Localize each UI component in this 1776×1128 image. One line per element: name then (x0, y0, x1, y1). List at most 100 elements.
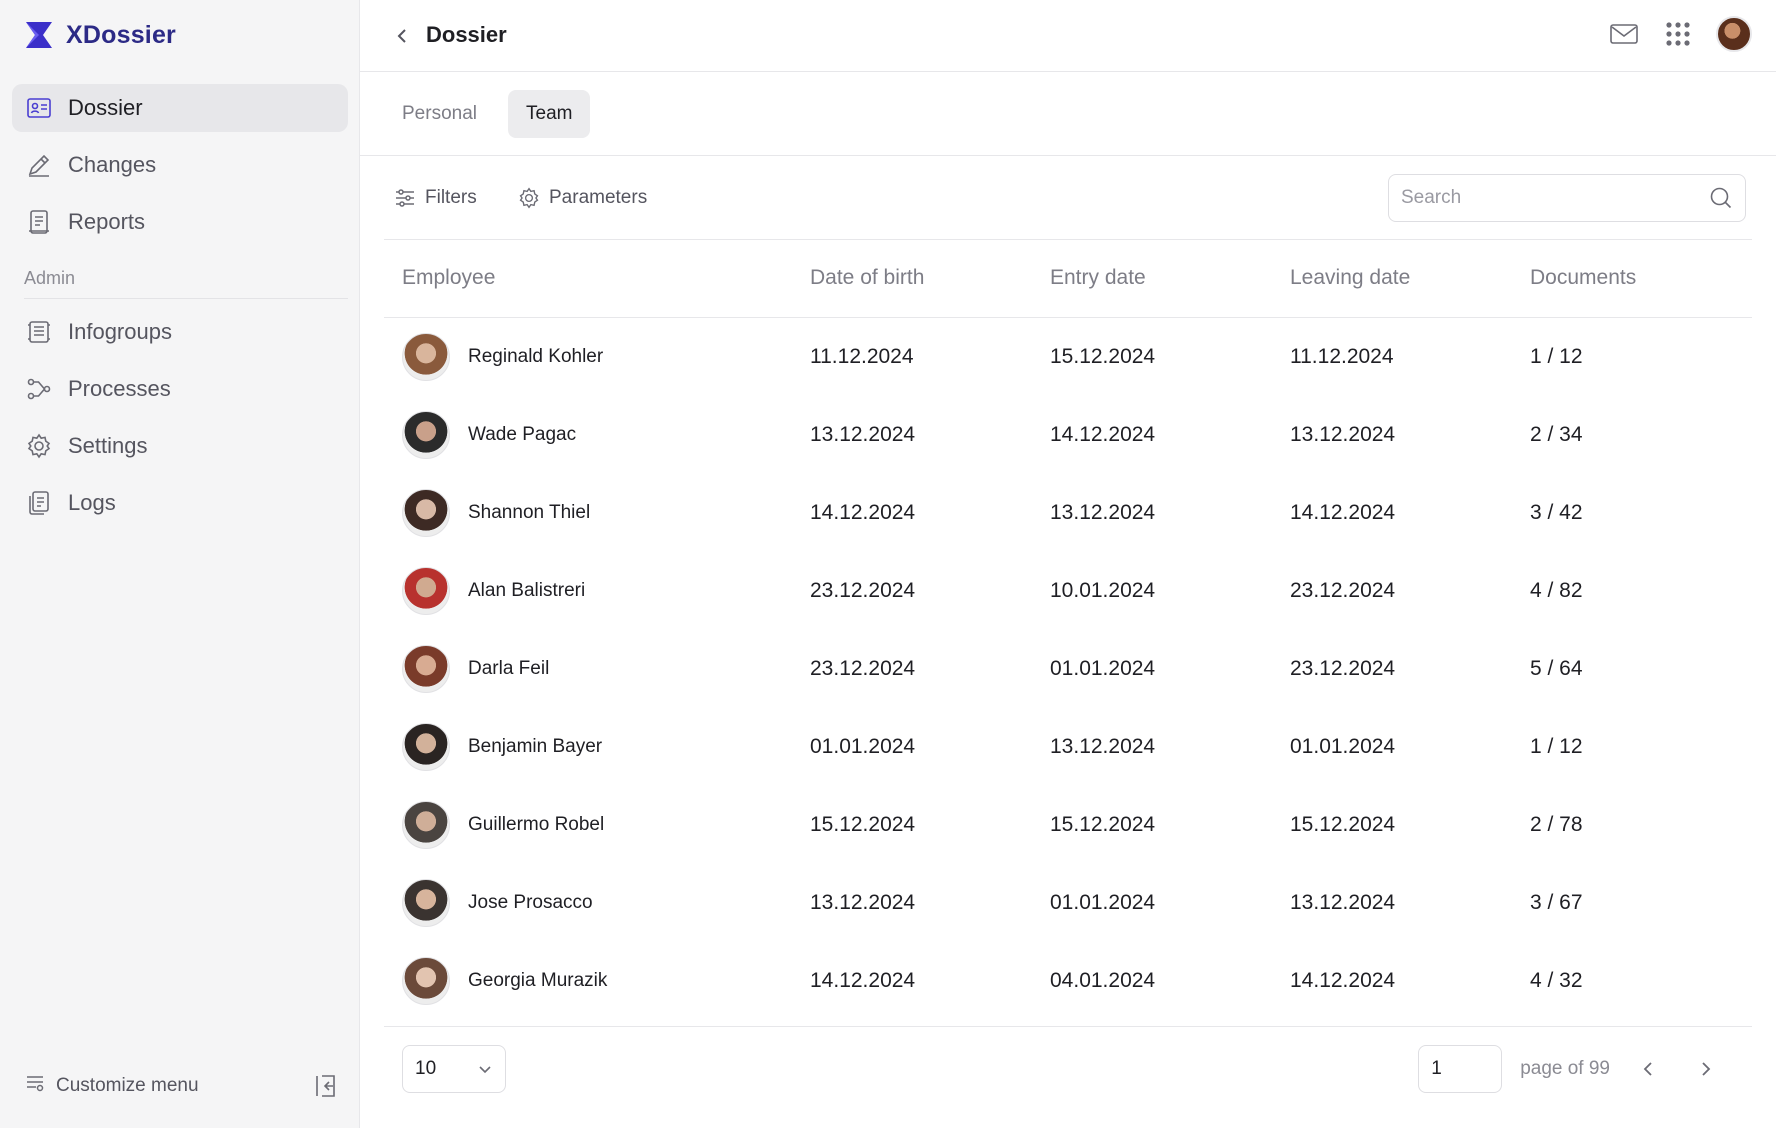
page-size-select[interactable]: 10 (402, 1045, 506, 1093)
search-box (1388, 174, 1746, 222)
sidebar-item-changes[interactable]: Changes (12, 141, 348, 189)
column-header-date-of-birth[interactable]: Date of birth (810, 266, 925, 289)
chevron-down-icon (479, 1066, 491, 1074)
employee-name[interactable]: Guillermo Robel (468, 814, 605, 835)
leaving-date-cell: 14.12.2024 (1290, 501, 1396, 524)
column-header-employee[interactable]: Employee (402, 266, 496, 289)
search-input[interactable] (1401, 187, 1709, 209)
employee-cell: Alan Balistreri (402, 552, 585, 630)
employee-avatar (402, 411, 450, 459)
employee-name[interactable]: Jose Prosacco (468, 892, 593, 913)
tab-team[interactable]: Team (508, 90, 591, 138)
employee-avatar (402, 723, 450, 771)
brand-name: XDossier (66, 20, 176, 49)
page-number-input[interactable] (1418, 1045, 1503, 1093)
documents-cell: 1 / 12 (1530, 735, 1583, 758)
mail-button[interactable] (1608, 18, 1640, 50)
table-row[interactable]: Darla Feil 23.12.2024 01.01.2024 23.12.2024… (384, 630, 1752, 708)
sidebar-item-label: Logs (68, 490, 116, 515)
entry-date-cell: 15.12.2024 (1050, 345, 1156, 368)
employee-avatar (402, 801, 450, 849)
leaving-date-cell: 23.12.2024 (1290, 579, 1396, 602)
page-of-label: page of 99 (1520, 1058, 1610, 1079)
chevron-left-icon (397, 29, 406, 43)
employee-avatar (402, 957, 450, 1005)
table-row[interactable]: Jose Prosacco 13.12.2024 01.01.2024 13.12.2… (384, 864, 1752, 942)
employee-name[interactable]: Alan Balistreri (468, 580, 586, 601)
sidebar-item-processes[interactable]: Processes (12, 365, 348, 413)
employee-name[interactable]: Darla Feil (468, 658, 550, 679)
processes-icon (24, 374, 54, 404)
leaving-date-cell: 11.12.2024 (1290, 345, 1394, 368)
employee-cell: Reginald Kohler (402, 318, 603, 396)
employee-name[interactable]: Wade Pagac (468, 424, 577, 445)
divider (24, 298, 348, 299)
apps-grid-icon (1666, 22, 1690, 46)
xdossier-logo-icon (26, 22, 52, 48)
sidebar-item-label: Processes (68, 376, 171, 401)
employee-name[interactable]: Reginald Kohler (468, 346, 604, 367)
sidebar-footer: Customize menu (24, 1066, 342, 1106)
mail-icon (1610, 24, 1638, 44)
employee-avatar (402, 333, 450, 381)
sidebar-item-settings[interactable]: Settings (12, 422, 348, 470)
sidebar-nav-main: Dossier Changes Reports (12, 84, 348, 255)
column-header-leaving-date[interactable]: Leaving date (1290, 266, 1411, 289)
employee-cell: Jose Prosacco (402, 864, 593, 942)
sidebar-item-label: Infogroups (68, 319, 172, 344)
employee-cell: Darla Feil (402, 630, 549, 708)
previous-page-button[interactable] (1628, 1049, 1668, 1089)
user-avatar[interactable] (1716, 16, 1752, 52)
table-row[interactable]: Shannon Thiel 14.12.2024 13.12.2024 14.12.2… (384, 474, 1752, 552)
gear-icon (24, 431, 54, 461)
next-page-button[interactable] (1686, 1049, 1726, 1089)
table-row[interactable]: Guillermo Robel 15.12.2024 15.12.2024 15.12… (384, 786, 1752, 864)
documents-cell: 1 / 12 (1530, 345, 1583, 368)
date-of-birth-cell: 23.12.2024 (810, 579, 916, 602)
sidebar-item-logs[interactable]: Logs (12, 479, 348, 527)
chevron-left-icon (1643, 1062, 1652, 1076)
entry-date-cell: 01.01.2024 (1050, 657, 1156, 680)
column-header-entry-date[interactable]: Entry date (1050, 266, 1146, 289)
sidebar-item-label: Settings (68, 433, 148, 458)
admin-section-label: Admin (24, 268, 76, 288)
customize-menu-label: Customize menu (56, 1075, 199, 1096)
employee-avatar (402, 567, 450, 615)
pencil-icon (24, 150, 54, 180)
collapse-sidebar-button[interactable] (312, 1071, 342, 1101)
employee-name[interactable]: Benjamin Bayer (468, 736, 603, 757)
table-row[interactable]: Georgia Murazik 14.12.2024 04.01.2024 14.12… (384, 942, 1752, 1020)
entry-date-cell: 10.01.2024 (1050, 579, 1156, 602)
table-row[interactable]: Wade Pagac 13.12.2024 14.12.2024 13.12.2024… (384, 396, 1752, 474)
back-button[interactable] (388, 22, 416, 50)
sidebar-item-dossier[interactable]: Dossier (12, 84, 348, 132)
sidebar-item-label: Changes (68, 152, 157, 177)
employee-name[interactable]: Shannon Thiel (468, 502, 591, 523)
column-header-documents[interactable]: Documents (1530, 266, 1637, 289)
apps-grid-button[interactable] (1662, 18, 1694, 50)
documents-cell: 3 / 42 (1530, 501, 1583, 524)
brand[interactable]: XDossier (24, 20, 176, 50)
search-icon[interactable] (1709, 186, 1733, 210)
table-row[interactable]: Alan Balistreri 23.12.2024 10.01.2024 23.12… (384, 552, 1752, 630)
parameters-label: Parameters (549, 187, 648, 208)
sidebar-item-reports[interactable]: Reports (12, 198, 348, 246)
entry-date-cell: 15.12.2024 (1050, 813, 1156, 836)
employee-avatar (402, 489, 450, 537)
filters-button[interactable]: Filters (394, 180, 477, 216)
employee-name[interactable]: Georgia Murazik (468, 970, 608, 991)
date-of-birth-cell: 13.12.2024 (810, 423, 916, 446)
tab-personal[interactable]: Personal (402, 103, 477, 124)
parameters-button[interactable]: Parameters (518, 180, 647, 216)
employee-avatar (402, 879, 450, 927)
table-row[interactable]: Reginald Kohler 11.12.2024 15.12.2024 11.12… (384, 318, 1752, 396)
gear-icon (519, 187, 539, 209)
tabs-bar: Personal Team (360, 72, 1776, 156)
entry-date-cell: 13.12.2024 (1050, 501, 1156, 524)
table-row[interactable]: Benjamin Bayer 01.01.2024 13.12.2024 01.01.… (384, 708, 1752, 786)
infogroups-icon (24, 317, 54, 347)
sidebar-item-label: Reports (68, 209, 146, 234)
sidebar-item-infogroups[interactable]: Infogroups (12, 308, 348, 356)
leaving-date-cell: 23.12.2024 (1290, 657, 1396, 680)
customize-menu-button[interactable]: Customize menu (24, 1072, 199, 1100)
